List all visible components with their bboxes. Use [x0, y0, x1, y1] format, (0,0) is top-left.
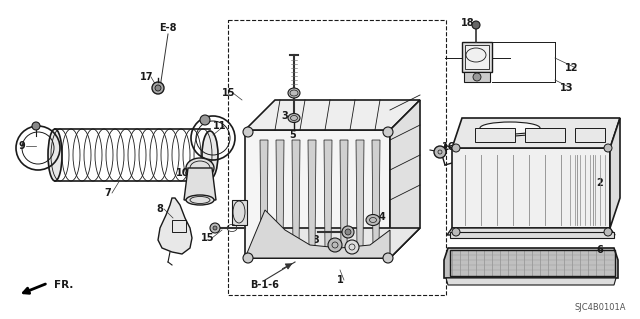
Polygon shape: [390, 100, 420, 258]
Polygon shape: [158, 198, 192, 254]
Polygon shape: [444, 248, 618, 278]
Ellipse shape: [480, 122, 540, 134]
Text: 16: 16: [442, 142, 456, 152]
Circle shape: [473, 73, 481, 81]
Polygon shape: [465, 45, 489, 69]
Bar: [575, 128, 605, 142]
Circle shape: [328, 238, 342, 252]
Text: 5: 5: [290, 130, 296, 140]
Text: 13: 13: [560, 83, 573, 93]
Ellipse shape: [186, 195, 214, 205]
Circle shape: [243, 127, 253, 137]
Text: 1: 1: [337, 275, 344, 285]
Text: 17: 17: [140, 72, 154, 82]
Text: 10: 10: [176, 168, 189, 178]
Polygon shape: [450, 232, 614, 238]
Ellipse shape: [202, 131, 218, 179]
Circle shape: [32, 122, 40, 130]
Polygon shape: [452, 148, 610, 228]
Polygon shape: [308, 140, 316, 250]
Text: 6: 6: [596, 245, 604, 255]
Ellipse shape: [480, 124, 540, 136]
Polygon shape: [245, 130, 390, 258]
Text: 14: 14: [343, 244, 356, 254]
Circle shape: [383, 127, 393, 137]
Text: 7: 7: [104, 188, 111, 198]
Circle shape: [604, 144, 612, 152]
Polygon shape: [447, 228, 615, 235]
Circle shape: [243, 253, 253, 263]
Polygon shape: [610, 118, 620, 228]
Circle shape: [200, 115, 210, 125]
Circle shape: [604, 228, 612, 236]
Polygon shape: [340, 140, 348, 250]
Text: 5: 5: [332, 250, 339, 260]
Polygon shape: [260, 140, 268, 250]
Polygon shape: [464, 72, 490, 82]
Bar: [232, 200, 247, 225]
Polygon shape: [462, 42, 492, 72]
Ellipse shape: [288, 114, 300, 122]
Text: 15: 15: [222, 88, 236, 98]
Circle shape: [213, 226, 217, 230]
Polygon shape: [184, 168, 216, 200]
Ellipse shape: [366, 214, 380, 226]
Polygon shape: [245, 228, 420, 258]
Polygon shape: [276, 140, 284, 250]
Text: 3: 3: [312, 235, 319, 245]
Circle shape: [472, 21, 480, 29]
Text: E-8: E-8: [159, 23, 177, 33]
Circle shape: [152, 82, 164, 94]
Bar: [475, 128, 515, 142]
Polygon shape: [245, 210, 390, 258]
Circle shape: [452, 144, 460, 152]
Circle shape: [345, 240, 359, 254]
Text: FR.: FR.: [54, 280, 74, 290]
Text: 12: 12: [565, 63, 579, 73]
Text: SJC4B0101A: SJC4B0101A: [574, 303, 626, 313]
Circle shape: [345, 229, 351, 235]
Ellipse shape: [48, 129, 62, 181]
Text: 3: 3: [282, 111, 289, 121]
Text: 15: 15: [201, 233, 215, 243]
Polygon shape: [372, 140, 380, 250]
Circle shape: [342, 226, 354, 238]
Text: 8: 8: [157, 204, 163, 214]
Bar: [172, 220, 186, 232]
Polygon shape: [446, 278, 616, 285]
Circle shape: [383, 253, 393, 263]
Ellipse shape: [186, 158, 214, 178]
Text: 9: 9: [19, 141, 26, 151]
Text: 2: 2: [596, 178, 604, 188]
Ellipse shape: [288, 88, 300, 98]
Polygon shape: [452, 118, 620, 148]
Polygon shape: [245, 100, 420, 130]
Circle shape: [210, 223, 220, 233]
Circle shape: [155, 85, 161, 91]
Text: 18: 18: [461, 18, 475, 28]
Polygon shape: [324, 140, 332, 250]
Circle shape: [452, 228, 460, 236]
Bar: [450, 250, 615, 276]
Bar: [228, 20, 446, 295]
Bar: [525, 128, 565, 142]
Text: B-1-6: B-1-6: [251, 280, 280, 290]
Text: 11: 11: [213, 121, 227, 131]
Polygon shape: [292, 140, 300, 250]
Circle shape: [434, 146, 446, 158]
Polygon shape: [356, 140, 364, 250]
Text: 4: 4: [379, 212, 385, 222]
